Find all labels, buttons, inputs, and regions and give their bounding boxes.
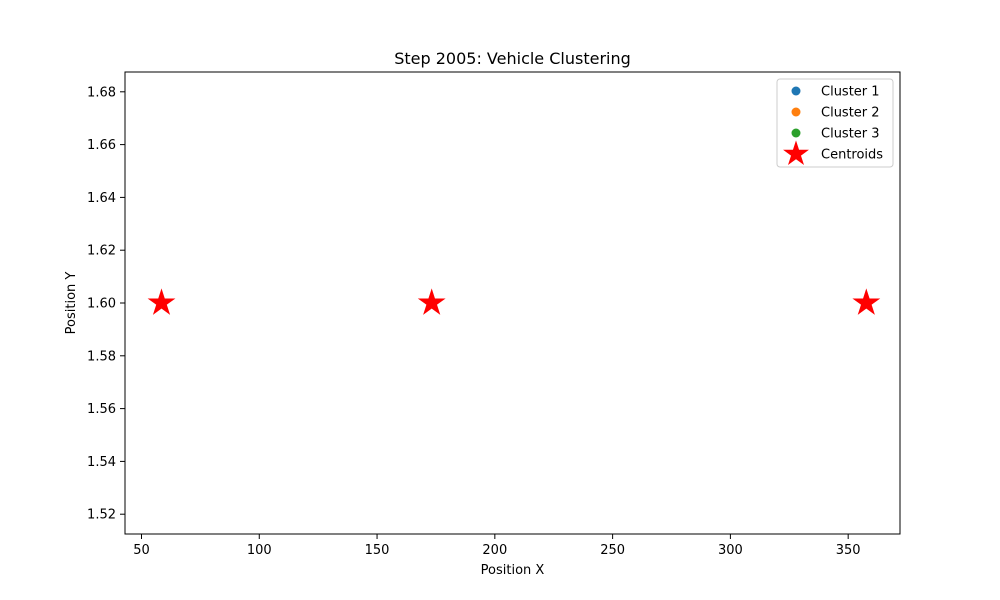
x-tick-label: 200 <box>482 543 507 558</box>
chart-title: Step 2005: Vehicle Clustering <box>394 49 631 68</box>
legend-entry-label: Cluster 3 <box>821 127 880 142</box>
y-tick-label: 1.52 <box>87 508 116 523</box>
legend-centroids-marker <box>783 140 809 166</box>
y-tick-label: 1.64 <box>87 191 116 206</box>
legend: Cluster 1 Cluster 2 Cluster 3 Centroids <box>776 78 894 168</box>
x-tick-label: 50 <box>133 543 150 558</box>
y-tick-label: 1.56 <box>87 402 116 417</box>
x-tick-label: 250 <box>600 543 625 558</box>
x-tick-label: 350 <box>836 543 861 558</box>
legend-entry-label: Centroids <box>821 148 883 163</box>
y-axis-label: Position Y <box>64 272 79 335</box>
x-axis-label: Position X <box>481 563 545 578</box>
x-tick-label: 300 <box>718 543 743 558</box>
y-tick-label: 1.62 <box>87 244 116 259</box>
y-tick-label: 1.58 <box>87 349 116 364</box>
x-axis: 50 100 150 200 250 300 350 <box>133 534 861 558</box>
y-tick-label: 1.66 <box>87 138 116 153</box>
centroid-star-marker <box>417 288 446 315</box>
centroid-star-marker <box>852 288 881 315</box>
legend-entry-label: Cluster 2 <box>821 106 880 121</box>
legend-cluster-1-marker <box>791 86 801 96</box>
y-tick-label: 1.60 <box>87 297 116 312</box>
legend-entry-label: Cluster 1 <box>821 85 880 100</box>
legend-cluster-2-marker <box>791 107 801 117</box>
legend-box <box>776 78 894 168</box>
y-tick-label: 1.54 <box>87 455 116 470</box>
data-marks <box>147 288 881 315</box>
x-tick-label: 150 <box>365 543 390 558</box>
y-axis: 1.52 1.54 1.56 1.58 1.60 1.62 1.64 1.66 1.68 <box>87 85 125 523</box>
y-tick-label: 1.68 <box>87 85 116 100</box>
centroid-star-marker <box>147 288 176 315</box>
legend-cluster-3-marker <box>791 128 801 138</box>
x-tick-label: 100 <box>247 543 272 558</box>
